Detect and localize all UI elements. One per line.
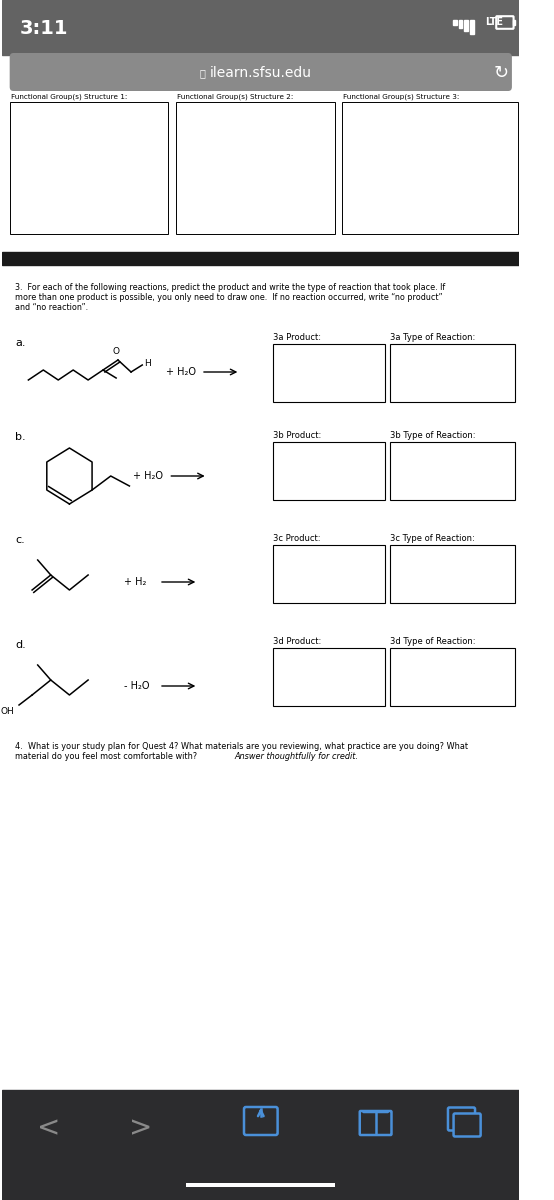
Text: + H₂: + H₂ xyxy=(124,577,146,587)
Text: 3b Type of Reaction:: 3b Type of Reaction: xyxy=(389,431,475,440)
FancyBboxPatch shape xyxy=(9,53,512,91)
Text: <: < xyxy=(37,1114,60,1142)
Text: Functional Group(s) Structure 1:: Functional Group(s) Structure 1: xyxy=(11,94,127,100)
Bar xyxy=(464,20,468,31)
Text: 3d Product:: 3d Product: xyxy=(273,637,321,646)
Text: 3a Type of Reaction:: 3a Type of Reaction: xyxy=(389,332,475,342)
Bar xyxy=(513,20,515,25)
Text: + H₂O: + H₂O xyxy=(133,470,163,481)
Bar xyxy=(2,252,520,265)
Bar xyxy=(389,545,515,602)
Bar xyxy=(2,0,520,55)
Text: Functional Group(s) Structure 3:: Functional Group(s) Structure 3: xyxy=(343,94,459,100)
Text: Functional Group(s) Structure 2:: Functional Group(s) Structure 2: xyxy=(177,94,293,100)
Text: Answer thoughtfully for credit.: Answer thoughtfully for credit. xyxy=(235,752,358,761)
Bar xyxy=(389,648,515,706)
Text: material do you feel most comfortable with?: material do you feel most comfortable wi… xyxy=(16,752,200,761)
Text: 🔒: 🔒 xyxy=(200,68,206,78)
Bar xyxy=(273,442,385,500)
Text: 3c Product:: 3c Product: xyxy=(273,534,320,542)
Bar xyxy=(389,442,515,500)
Text: 3:11: 3:11 xyxy=(20,18,69,37)
Text: O: O xyxy=(112,347,120,356)
Text: 3d Type of Reaction:: 3d Type of Reaction: xyxy=(389,637,475,646)
Text: ↻: ↻ xyxy=(493,64,508,82)
Text: b.: b. xyxy=(16,432,26,442)
Bar xyxy=(2,1090,520,1200)
Text: 3.  For each of the following reactions, predict the product and write the type : 3. For each of the following reactions, … xyxy=(16,283,445,292)
Bar xyxy=(176,102,335,234)
Text: 3c Type of Reaction:: 3c Type of Reaction: xyxy=(389,534,474,542)
Text: c.: c. xyxy=(16,535,25,545)
Bar xyxy=(470,20,474,34)
Text: and “no reaction”.: and “no reaction”. xyxy=(16,302,89,312)
Text: LTE: LTE xyxy=(485,17,503,26)
Bar xyxy=(2,265,520,1105)
Text: H: H xyxy=(144,360,151,368)
Bar xyxy=(273,648,385,706)
Text: + H₂O: + H₂O xyxy=(166,367,196,377)
Bar xyxy=(389,344,515,402)
FancyBboxPatch shape xyxy=(454,1114,481,1136)
Text: 4.  What is your study plan for Quest 4? What materials are you reviewing, what : 4. What is your study plan for Quest 4? … xyxy=(16,742,469,751)
Bar xyxy=(453,20,457,25)
Bar xyxy=(459,20,463,28)
Bar xyxy=(273,344,385,402)
Bar xyxy=(186,1183,336,1187)
Bar xyxy=(9,102,168,234)
Text: >: > xyxy=(129,1114,152,1142)
Text: 3a Product:: 3a Product: xyxy=(273,332,321,342)
Bar xyxy=(273,545,385,602)
Text: - H₂O: - H₂O xyxy=(124,680,149,691)
Text: OH: OH xyxy=(1,707,15,716)
Bar xyxy=(2,90,520,252)
Bar xyxy=(342,102,517,234)
Text: 3b Product:: 3b Product: xyxy=(273,431,321,440)
Text: ilearn.sfsu.edu: ilearn.sfsu.edu xyxy=(210,66,312,80)
Text: d.: d. xyxy=(16,640,26,650)
Text: a.: a. xyxy=(16,338,26,348)
Text: more than one product is possible, you only need to draw one.  If no reaction oc: more than one product is possible, you o… xyxy=(16,293,443,302)
